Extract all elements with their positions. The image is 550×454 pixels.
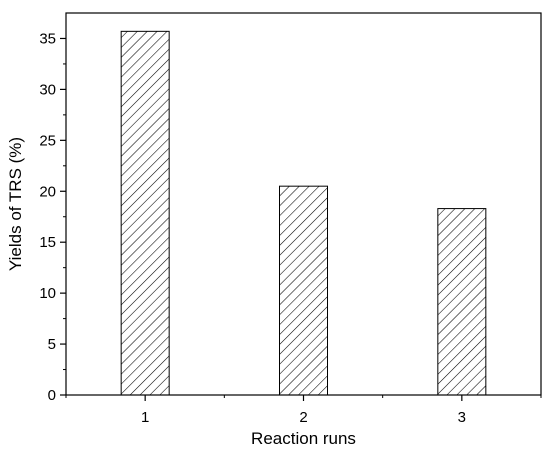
- y-tick-label: 10: [39, 285, 56, 302]
- bar-run-3: [437, 208, 487, 396]
- y-tick-label: 30: [39, 81, 56, 98]
- y-tick-label: 20: [39, 183, 56, 200]
- bars: [120, 30, 487, 396]
- x-tick-label: 1: [141, 409, 149, 426]
- x-tick-label: 2: [299, 409, 307, 426]
- x-tick-label: 3: [458, 409, 466, 426]
- bar-run-1: [120, 30, 170, 396]
- bar-run-2: [279, 185, 328, 396]
- y-tick-label: 35: [39, 30, 56, 47]
- x-axis: 1 2 3: [65, 395, 542, 426]
- y-tick-label: 5: [48, 336, 56, 353]
- x-axis-title: Reaction runs: [251, 429, 356, 448]
- y-axis: 0 5 10 15 20 25 30 35: [39, 30, 66, 404]
- y-tick-label: 0: [48, 387, 56, 404]
- y-axis-title: Yields of TRS (%): [6, 137, 25, 271]
- y-tick-label: 25: [39, 132, 56, 149]
- y-tick-label: 15: [39, 234, 56, 251]
